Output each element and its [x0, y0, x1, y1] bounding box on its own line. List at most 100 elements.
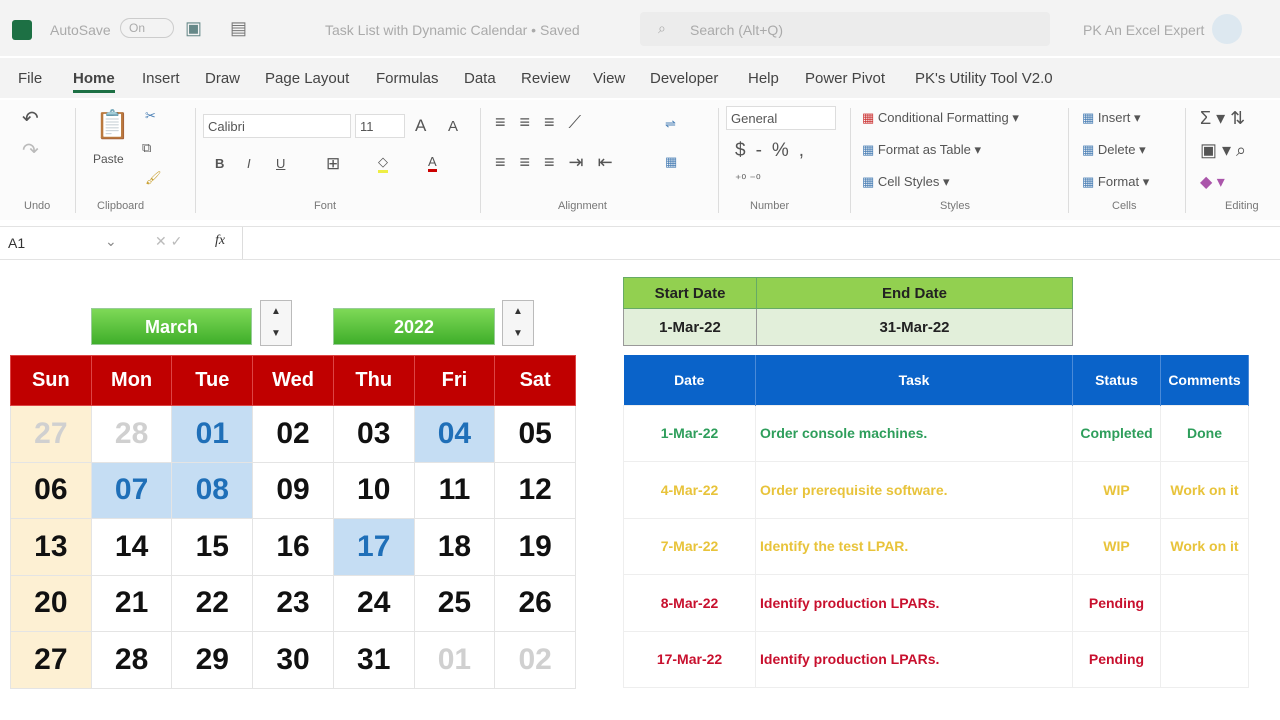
task-task-cell[interactable]: Identify production LPARs.: [755, 630, 1073, 688]
fill-find-icon[interactable]: ▣ ▾ ⌕: [1200, 140, 1247, 160]
task-comments-cell[interactable]: [1160, 630, 1249, 688]
calendar-day[interactable]: 27: [10, 405, 92, 463]
task-comments-cell[interactable]: Work on it: [1160, 461, 1249, 519]
merge-center-icon[interactable]: ▦: [665, 154, 678, 169]
calendar-day[interactable]: 20: [10, 574, 92, 632]
name-box-dropdown-icon[interactable]: ⌄: [105, 233, 117, 249]
number-format-select[interactable]: General: [726, 106, 836, 130]
calendar-day[interactable]: 05: [494, 405, 576, 463]
tab-page-layout[interactable]: Page Layout: [265, 70, 350, 87]
calendar-day[interactable]: 04: [413, 405, 496, 463]
cut-icon[interactable]: ✂: [145, 108, 156, 123]
task-status-cell[interactable]: Completed: [1072, 404, 1161, 462]
format-as-table-button[interactable]: ▦ Format as Table ▾: [862, 142, 982, 157]
calendar-day[interactable]: 10: [332, 461, 415, 519]
calendar-day[interactable]: 14: [90, 518, 173, 576]
wrap-text-icon[interactable]: ⇌: [665, 116, 676, 131]
tab-developer[interactable]: Developer: [650, 70, 719, 87]
currency-percent-comma-icons[interactable]: $-%,: [735, 140, 815, 161]
cancel-icon[interactable]: ✕ ✓: [155, 233, 183, 249]
calendar-day[interactable]: 06: [10, 461, 92, 519]
calendar-day[interactable]: 30: [252, 631, 334, 689]
name-box[interactable]: A1: [8, 235, 26, 251]
bold-icon[interactable]: B: [215, 156, 225, 171]
user-name[interactable]: PK An Excel Expert: [1083, 22, 1205, 38]
delete-cells-button[interactable]: ▦ Delete ▾: [1082, 142, 1146, 157]
autosum-icon[interactable]: Σ ▾ ⇅: [1200, 108, 1246, 128]
search-input[interactable]: ⌕ Search (Alt+Q): [640, 12, 1050, 46]
task-task-cell[interactable]: Order console machines.: [755, 404, 1073, 462]
tab-review[interactable]: Review: [521, 70, 571, 87]
tab-pk-utility[interactable]: PK's Utility Tool V2.0: [915, 70, 1053, 87]
copy-icon[interactable]: ⧉: [142, 140, 152, 155]
calendar-day[interactable]: 08: [171, 461, 254, 519]
tab-insert[interactable]: Insert: [142, 70, 180, 87]
borders-icon[interactable]: ⊞: [326, 154, 341, 173]
calendar-day[interactable]: 01: [413, 631, 496, 689]
increase-font-icon[interactable]: A: [415, 116, 427, 135]
calendar-day[interactable]: 18: [413, 518, 496, 576]
calendar-day[interactable]: 28: [90, 631, 173, 689]
paste-icon[interactable]: 📋: [95, 109, 130, 140]
spin-down-icon[interactable]: ▼: [513, 328, 523, 339]
cell-styles-button[interactable]: ▦ Cell Styles ▾: [862, 174, 950, 189]
task-status-cell[interactable]: WIP: [1072, 517, 1161, 575]
italic-icon[interactable]: I: [247, 156, 251, 171]
conditional-formatting-button[interactable]: ▦ Conditional Formatting ▾: [862, 110, 1019, 125]
calendar-day[interactable]: 22: [171, 574, 254, 632]
tab-power-pivot[interactable]: Power Pivot: [805, 70, 886, 87]
underline-icon[interactable]: U: [276, 156, 286, 171]
task-date-cell[interactable]: 17-Mar-22: [623, 630, 756, 688]
calendar-day[interactable]: 28: [90, 405, 173, 463]
calendar-day[interactable]: 07: [90, 461, 173, 519]
paste-button[interactable]: Paste: [93, 152, 124, 166]
calendar-day[interactable]: 21: [90, 574, 173, 632]
task-date-cell[interactable]: 1-Mar-22: [623, 404, 756, 462]
calendar-day[interactable]: 17: [332, 518, 415, 576]
task-date-cell[interactable]: 8-Mar-22: [623, 574, 756, 632]
redo-icon[interactable]: ↷: [22, 140, 39, 162]
folder-icon[interactable]: ▤: [230, 18, 248, 38]
calendar-day[interactable]: 12: [494, 461, 576, 519]
spin-down-icon[interactable]: ▼: [271, 328, 281, 339]
calendar-day[interactable]: 16: [252, 518, 334, 576]
font-name-select[interactable]: Calibri: [203, 114, 351, 138]
task-task-cell[interactable]: Identify the test LPAR.: [755, 517, 1073, 575]
insert-function-icon[interactable]: fx: [215, 233, 226, 248]
tab-formulas[interactable]: Formulas: [376, 70, 439, 87]
spin-up-icon[interactable]: ▲: [271, 306, 281, 317]
task-date-cell[interactable]: 4-Mar-22: [623, 461, 756, 519]
task-comments-cell[interactable]: Done: [1160, 404, 1249, 462]
tab-view[interactable]: View: [593, 70, 626, 87]
calendar-day[interactable]: 13: [10, 518, 92, 576]
task-task-cell[interactable]: Identify production LPARs.: [755, 574, 1073, 632]
calendar-day[interactable]: 26: [494, 574, 576, 632]
calendar-day[interactable]: 02: [252, 405, 334, 463]
clear-icon[interactable]: ◆ ▾: [1200, 174, 1225, 191]
format-painter-icon[interactable]: 🖌: [145, 170, 162, 185]
calendar-day[interactable]: 01: [171, 405, 254, 463]
spin-up-icon[interactable]: ▲: [513, 306, 523, 317]
task-status-cell[interactable]: WIP: [1072, 461, 1161, 519]
calendar-day[interactable]: 11: [413, 461, 496, 519]
font-color-icon[interactable]: A: [428, 154, 437, 172]
task-task-cell[interactable]: Order prerequisite software.: [755, 461, 1073, 519]
year-spinner[interactable]: ▲ ▼: [502, 300, 534, 346]
calendar-day[interactable]: 03: [332, 405, 415, 463]
alignment-icons[interactable]: ≡≡≡⟋: [495, 112, 596, 132]
tab-help[interactable]: Help: [748, 70, 779, 87]
end-date-value[interactable]: 31-Mar-22: [756, 308, 1073, 346]
calendar-day[interactable]: 31: [332, 631, 415, 689]
horizontal-align-icons[interactable]: ≡≡≡⇥⇤: [495, 152, 627, 172]
formula-input[interactable]: [242, 227, 1280, 259]
avatar[interactable]: [1212, 14, 1242, 44]
task-comments-cell[interactable]: Work on it: [1160, 517, 1249, 575]
calendar-day[interactable]: 02: [494, 631, 576, 689]
tab-data[interactable]: Data: [464, 70, 496, 87]
calendar-day[interactable]: 24: [332, 574, 415, 632]
decrease-font-icon[interactable]: A: [448, 118, 459, 135]
calendar-day[interactable]: 19: [494, 518, 576, 576]
undo-icon[interactable]: ↶: [22, 108, 39, 130]
insert-cells-button[interactable]: ▦ Insert ▾: [1082, 110, 1141, 125]
calendar-day[interactable]: 29: [171, 631, 254, 689]
